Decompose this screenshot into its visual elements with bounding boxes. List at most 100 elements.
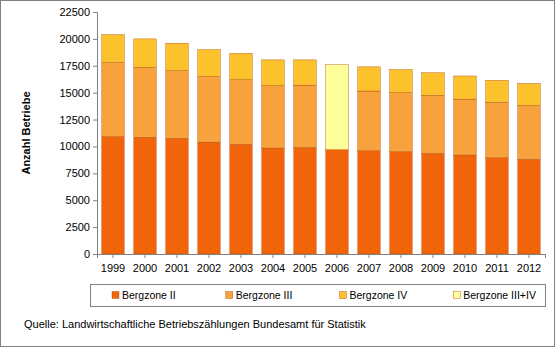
bar: [134, 67, 156, 137]
y-tick-label: 10000: [59, 140, 90, 152]
bar: [454, 99, 476, 155]
bar: [518, 159, 540, 254]
y-tick-label: 2500: [66, 221, 90, 233]
x-tick: 2003: [229, 254, 253, 274]
legend-box: [91, 285, 546, 307]
x-tick: 2001: [165, 254, 189, 274]
legend-label: Bergzone II: [122, 289, 176, 301]
x-tick: 2008: [389, 254, 413, 274]
y-tick-mark: [93, 39, 97, 40]
y-tick-label: 7500: [66, 167, 90, 179]
y-tick-mark: [93, 120, 97, 121]
bar: [198, 77, 220, 143]
x-tick-mark: [305, 254, 306, 258]
bar: [518, 84, 540, 106]
bar: [198, 142, 220, 254]
bar: [230, 53, 252, 79]
x-tick-label: 2009: [421, 262, 445, 274]
bar: [486, 80, 508, 102]
x-tick-label: 1999: [101, 262, 125, 274]
bar: [262, 148, 284, 254]
x-tick-label: 2007: [357, 262, 381, 274]
y-tick: 22500: [59, 6, 97, 18]
y-tick: 5000: [66, 194, 97, 206]
y-tick: 17500: [59, 60, 97, 72]
x-tick: 2004: [261, 254, 285, 274]
bar: [358, 91, 380, 151]
x-tick-mark: [209, 254, 210, 258]
x-tick-label: 2000: [133, 262, 157, 274]
x-tick: 2005: [293, 254, 317, 274]
x-tick: 2010: [453, 254, 477, 274]
bar: [390, 152, 412, 254]
y-tick: 7500: [66, 167, 97, 179]
bar: [198, 50, 220, 77]
y-axis-line: [93, 13, 98, 255]
bar: [166, 71, 188, 139]
x-tick-mark: [177, 254, 178, 258]
x-tick-label: 2004: [261, 262, 285, 274]
y-tick-mark: [93, 227, 97, 228]
bar: [102, 35, 124, 63]
x-tick-label: 2001: [165, 262, 189, 274]
x-axis-line: [98, 255, 546, 259]
y-tick-label: 17500: [59, 60, 90, 72]
x-tick-label: 2012: [517, 262, 541, 274]
x-tick-mark: [145, 254, 146, 258]
y-tick-label: 22500: [59, 6, 90, 18]
x-tick-label: 2005: [293, 262, 317, 274]
legend-label: Bergzone III: [236, 289, 293, 301]
x-axis: 1999 2000 2001 2002 2003 2004 2005 2006 2007 2008…: [98, 254, 546, 274]
legend-swatch: [226, 292, 233, 299]
x-tick-mark: [465, 254, 466, 258]
legend-swatch: [340, 292, 347, 299]
y-tick-label: 20000: [59, 33, 90, 45]
x-tick-mark: [433, 254, 434, 258]
y-axis-title: Anzahl Betriebe: [20, 91, 32, 174]
bar: [358, 67, 380, 91]
bar: [486, 158, 508, 254]
bar: [230, 144, 252, 254]
x-tick-mark: [241, 254, 242, 258]
x-tick-mark: [337, 254, 338, 258]
y-tick-label: 12500: [59, 114, 90, 126]
legend-swatch: [112, 292, 119, 299]
bar: [166, 43, 188, 70]
bar: [390, 70, 412, 93]
bars: [102, 35, 540, 254]
legend-label: Bergzone IV: [350, 289, 408, 301]
y-tick-mark: [93, 254, 97, 255]
bar: [486, 102, 508, 157]
x-tick-mark: [401, 254, 402, 258]
y-tick: 20000: [59, 33, 97, 45]
bar: [518, 106, 540, 160]
outer-frame: [1, 1, 555, 347]
x-tick: 2012: [517, 254, 541, 274]
bar: [294, 148, 316, 254]
x-tick: 2009: [421, 254, 445, 274]
y-tick-label: 15000: [59, 87, 90, 99]
y-tick: 2500: [66, 221, 97, 233]
bar: [294, 85, 316, 147]
bar: [134, 39, 156, 68]
y-axis: 0 2500 5000 7500 10000 12500 15000 17500 20000 22…: [59, 6, 97, 260]
legend: Bergzone IIBergzone IIIBergzone IVBergzo…: [91, 285, 546, 307]
x-tick: 2002: [197, 254, 221, 274]
y-tick: 0: [84, 248, 97, 260]
x-tick-mark: [113, 254, 114, 258]
bar: [454, 76, 476, 99]
bar: [166, 138, 188, 254]
source-note: Quelle: Landwirtschaftliche Betriebszähl…: [24, 318, 366, 330]
y-tick-mark: [93, 200, 97, 201]
legend-swatch: [453, 292, 460, 299]
y-tick-mark: [93, 66, 97, 67]
x-tick-label: 2010: [453, 262, 477, 274]
y-tick-mark: [93, 173, 97, 174]
bar: [262, 60, 284, 86]
x-tick-mark: [369, 254, 370, 258]
x-tick: 2006: [325, 254, 349, 274]
bar: [326, 150, 348, 254]
y-tick: 15000: [59, 87, 97, 99]
y-tick: 10000: [59, 140, 97, 152]
bar: [454, 155, 476, 254]
